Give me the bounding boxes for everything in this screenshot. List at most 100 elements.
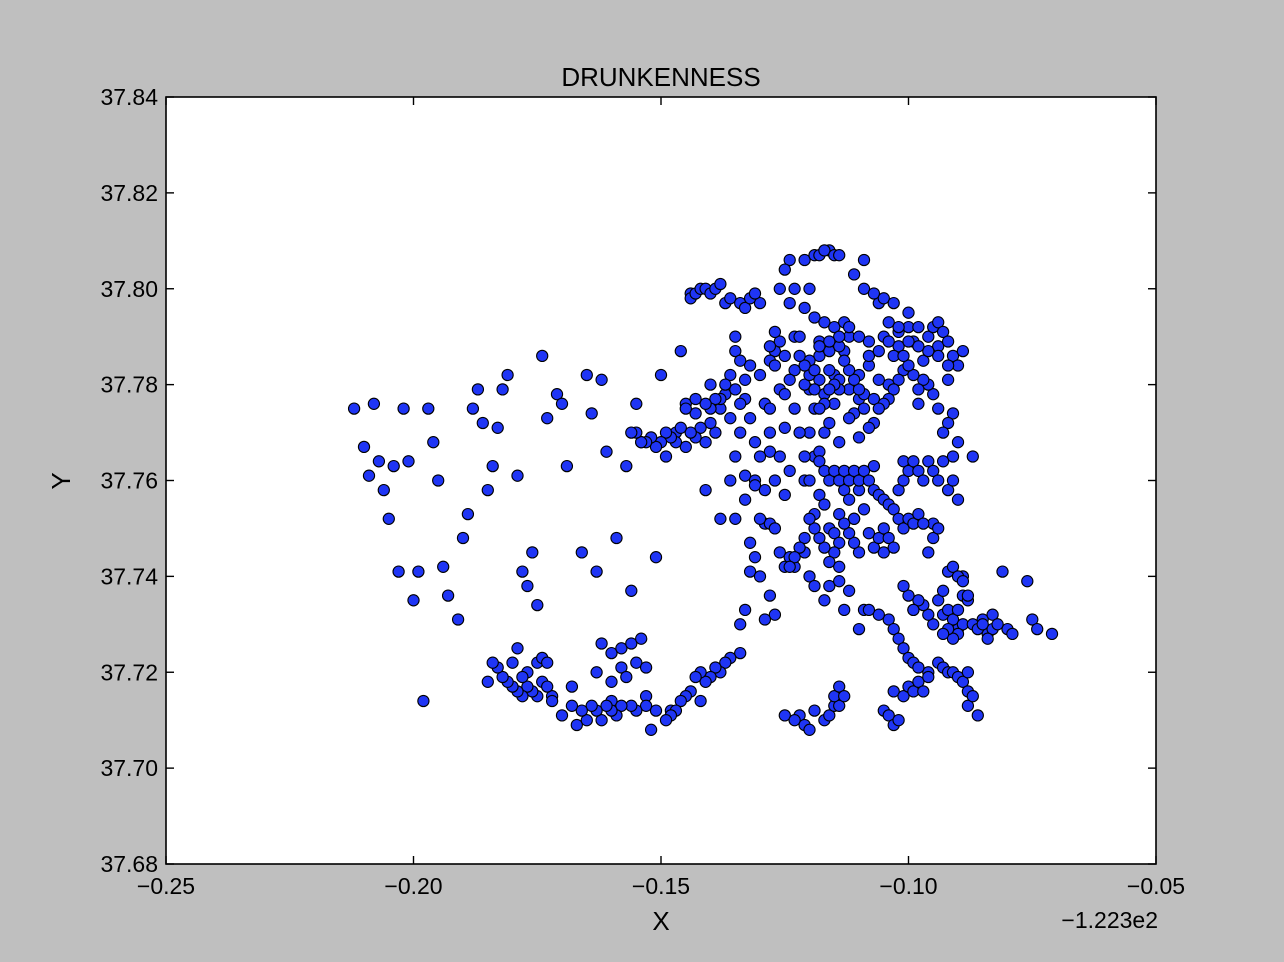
scatter-point — [783, 464, 796, 478]
scatter-point — [852, 546, 866, 559]
scatter-point — [407, 594, 420, 607]
scatter-point — [763, 445, 777, 458]
scatter-point — [852, 622, 866, 636]
scatter-point — [892, 373, 905, 386]
scatter-point — [847, 536, 861, 549]
scatter-point — [847, 268, 861, 281]
y-tick-label: 37.74 — [100, 563, 158, 589]
scatter-point — [689, 392, 702, 406]
scatter-point — [922, 330, 935, 343]
scatter-point — [699, 483, 712, 497]
scatter-point — [862, 335, 876, 348]
scatter-point — [842, 584, 856, 597]
scatter-point — [912, 320, 925, 334]
scatter-point — [803, 512, 816, 525]
chart-title: DRUNKENNESS — [561, 62, 760, 92]
scatter-point — [833, 436, 846, 449]
scatter-point — [555, 397, 569, 410]
scatter-point — [833, 575, 846, 588]
scatter-point — [981, 632, 994, 645]
x-tick-label: −0.05 — [1127, 873, 1185, 899]
scatter-point — [941, 416, 955, 430]
scatter-point — [907, 603, 920, 617]
scatter-point — [635, 436, 648, 449]
scatter-point — [951, 493, 965, 506]
scatter-point — [941, 483, 955, 497]
scatter-point — [803, 723, 816, 736]
scatter-point — [936, 584, 950, 597]
scatter-point — [743, 565, 757, 578]
scatter-point — [823, 555, 836, 569]
scatter-point — [437, 560, 450, 573]
scatter-point — [639, 699, 653, 712]
scatter-point — [912, 661, 925, 674]
scatter-point — [763, 340, 777, 353]
scatter-point — [763, 426, 777, 439]
scatter-point — [852, 330, 866, 343]
scatter-point — [833, 536, 846, 549]
scatter-point — [892, 483, 905, 497]
scatter-point — [892, 340, 905, 353]
scatter-point — [753, 450, 767, 463]
scatter-point — [902, 335, 915, 348]
x-tick-label: −0.20 — [384, 873, 442, 899]
scatter-point — [768, 359, 782, 372]
scatter-point — [803, 570, 816, 583]
scatter-point — [862, 527, 876, 540]
scatter-point — [427, 436, 440, 449]
scatter-point — [486, 656, 499, 669]
x-axis-ticks: −0.25 −0.20 −0.15 −0.10 −0.05 — [137, 97, 1185, 899]
y-axis-ticks: 37.68 37.70 37.72 37.74 37.76 37.78 37.80 37.82… — [100, 84, 1156, 877]
scatter-point — [659, 714, 673, 727]
scatter-point — [347, 402, 361, 415]
scatter-point — [709, 392, 722, 406]
scatter-point — [961, 589, 975, 602]
scatter-point — [887, 685, 900, 698]
scatter-point — [773, 335, 786, 348]
scatter-point — [783, 253, 796, 267]
scatter-point — [842, 364, 856, 377]
scatter-point — [922, 546, 935, 559]
scatter-point — [536, 349, 549, 363]
scatter-point — [823, 335, 836, 348]
scatter-point — [877, 522, 890, 535]
y-tick-label: 37.80 — [100, 276, 158, 302]
scatter-point — [590, 565, 603, 578]
scatter-point — [852, 431, 866, 444]
scatter-point — [927, 388, 940, 401]
scatter-point — [882, 709, 895, 722]
scatter-point — [847, 512, 861, 525]
scatter-point — [932, 594, 945, 607]
scatter-point — [818, 541, 831, 554]
scatter-point — [798, 359, 811, 372]
scatter-point — [838, 483, 851, 497]
scatter-point — [793, 426, 806, 439]
scatter-point — [808, 311, 821, 324]
scatter-point — [887, 383, 900, 396]
scatter-point — [783, 296, 796, 310]
scatter-point — [818, 498, 831, 511]
scatter-point — [724, 368, 737, 382]
scatter-point — [674, 694, 687, 708]
scatter-point — [833, 507, 846, 521]
scatter-point — [674, 344, 687, 358]
scatter-point — [932, 402, 945, 415]
scatter-point — [862, 603, 876, 617]
scatter-point — [803, 474, 816, 487]
scatter-point — [946, 474, 960, 487]
y-tick-label: 37.70 — [100, 755, 158, 781]
scatter-point — [639, 661, 653, 674]
scatter-point — [709, 661, 722, 674]
scatter-point — [842, 527, 856, 540]
scatter-point — [912, 464, 925, 478]
scatter-point — [768, 522, 782, 535]
scatter-point — [897, 349, 910, 363]
scatter-point — [887, 622, 900, 636]
scatter-point — [917, 517, 930, 530]
scatter-point — [932, 522, 945, 535]
scatter-point — [422, 402, 435, 415]
scatter-point — [729, 512, 742, 525]
scatter-point — [818, 426, 831, 439]
scatter-point — [600, 699, 613, 712]
scatter-point — [833, 330, 846, 343]
